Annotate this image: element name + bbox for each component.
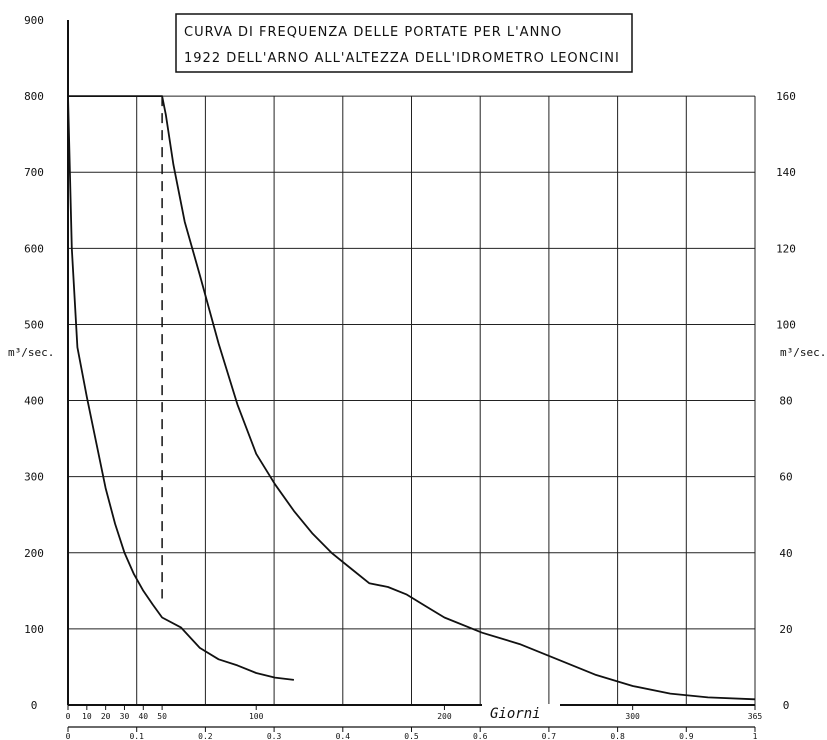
title-line-1: CURVA DI FREQUENZA DELLE PORTATE PER L'A…	[184, 25, 562, 40]
fraction-tick-label: 0.8	[610, 732, 625, 740]
left-tick-label: 0	[31, 699, 38, 712]
left-tick-label: 100	[24, 623, 44, 636]
tick-labels: 0100200300400500600700800900020406080100…	[24, 14, 796, 740]
left-tick-label: 600	[24, 242, 44, 255]
right-tick-label: 80	[779, 395, 792, 408]
day-tick-label: 30	[120, 712, 130, 721]
title-line-2: 1922 DELL'ARNO ALL'ALTEZZA DELL'IDROMETR…	[184, 51, 620, 66]
right-tick-label: 100	[776, 318, 796, 331]
fraction-tick-label: 0.3	[267, 732, 282, 740]
day-tick-label: 200	[437, 712, 452, 721]
day-tick-label: 0	[66, 712, 71, 721]
right-tick-label: 40	[779, 547, 792, 560]
x-axis-label-box	[482, 704, 560, 722]
right-tick-label: 0	[783, 699, 790, 712]
day-tick-label: 365	[748, 712, 763, 721]
day-tick-label: 40	[138, 712, 148, 721]
right-tick-label: 20	[779, 623, 792, 636]
day-tick-label: 20	[101, 712, 111, 721]
x-axis-label-text: Giorni	[490, 706, 541, 722]
series-group	[67, 95, 756, 701]
left-tick-label: 700	[24, 166, 44, 179]
title-frame	[175, 13, 633, 73]
left-tick-label: 300	[24, 471, 44, 484]
right-tick-label: 60	[779, 471, 792, 484]
axes	[67, 20, 756, 732]
x-axis-label: Giorni	[482, 704, 560, 722]
fraction-tick-label: 0.4	[336, 732, 351, 740]
day-tick-label: 10	[82, 712, 92, 721]
fraction-tick-label: 0.9	[679, 732, 694, 740]
fraction-tick-label: 0	[66, 732, 71, 740]
day-tick-label: 300	[625, 712, 640, 721]
grid	[68, 95, 756, 705]
day-tick-label: 50	[157, 712, 167, 721]
right-tick-label: 160	[776, 90, 796, 103]
left-tick-label: 800	[24, 90, 44, 103]
title-box: CURVA DI FREQUENZA DELLE PORTATE PER L'A…	[175, 13, 633, 73]
fraction-tick-label: 0.7	[542, 732, 557, 740]
y-axis-label-left: m³/sec.	[8, 346, 54, 359]
left-tick-label: 500	[24, 318, 44, 331]
right-tick-label: 140	[776, 166, 796, 179]
left-tick-label: 400	[24, 395, 44, 408]
y-axis-label-right: m³/sec.	[780, 346, 826, 359]
left-tick-label: 200	[24, 547, 44, 560]
flow-curve-left-scale	[67, 96, 295, 681]
fraction-tick-label: 0.5	[404, 732, 419, 740]
fraction-tick-label: 1	[753, 732, 758, 740]
day-tick-label: 100	[249, 712, 264, 721]
fraction-tick-label: 0.2	[198, 732, 213, 740]
flow-curve-right-scale	[68, 95, 756, 701]
fraction-tick-label: 0.6	[473, 732, 488, 740]
left-tick-label: 900	[24, 14, 44, 27]
fraction-tick-label: 0.1	[129, 732, 144, 740]
right-tick-label: 120	[776, 242, 796, 255]
